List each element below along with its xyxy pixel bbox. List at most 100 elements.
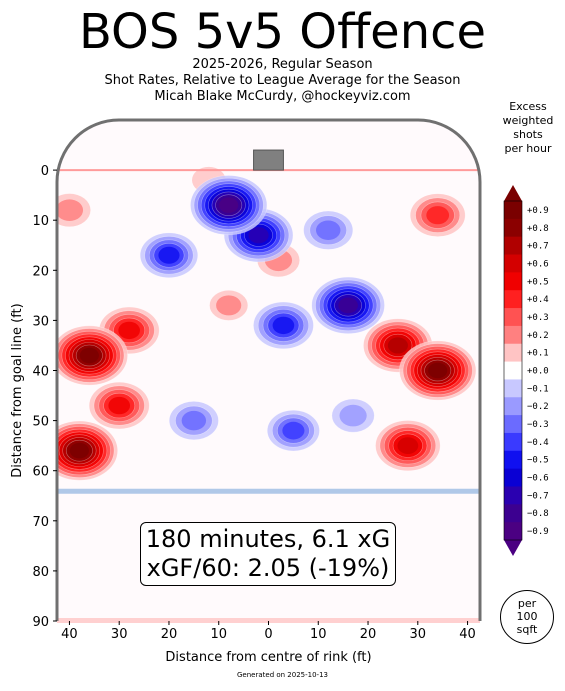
y-tick-label: 40: [32, 365, 49, 380]
scale-note-line: 100: [516, 610, 538, 623]
colorbar-title-line: shots: [513, 128, 543, 141]
colorbar-level-label: +0.1: [527, 349, 549, 359]
annotation-line-minutes: 180 minutes, 6.1 xG: [145, 525, 391, 553]
y-tick-label: 10: [32, 214, 49, 229]
colorbar-swatch: [504, 236, 522, 256]
heat-contour: [108, 396, 131, 415]
colorbar-swatch: [504, 450, 522, 470]
heat-contour: [219, 197, 239, 213]
x-tick-label: 40: [61, 627, 78, 642]
colorbar-level-label: −0.4: [527, 438, 549, 448]
colorbar-level-label: +0.7: [527, 242, 549, 252]
colorbar-level-label: +0.0: [527, 367, 549, 377]
colorbar-swatch: [504, 504, 522, 523]
colorbar-max-extend: [504, 185, 522, 201]
scale-note: per 100 sqft: [500, 590, 554, 644]
heat-contour: [79, 347, 99, 364]
colorbar-swatch: [504, 415, 522, 434]
colorbar-swatch: [504, 272, 522, 291]
x-tick-label: 0: [264, 627, 272, 642]
heat-contour: [397, 437, 419, 455]
heat-contour: [248, 227, 269, 244]
colorbar-title: Excess weighted shots per hour: [495, 100, 561, 156]
y-tick-label: 80: [32, 565, 49, 580]
x-tick-label: 10: [210, 627, 227, 642]
heat-contour: [339, 404, 367, 427]
y-axis-label: Distance from goal line (ft): [10, 303, 25, 477]
y-tick-label: 30: [32, 314, 49, 329]
colorbar-level-label: −0.6: [527, 474, 549, 484]
colorbar-swatch: [504, 343, 522, 363]
colorbar-level-label: −0.9: [527, 527, 549, 537]
x-tick-label: 30: [111, 627, 128, 642]
heat-contour: [216, 295, 242, 316]
heat-contour: [428, 362, 448, 379]
rink-boards: [55, 118, 482, 621]
heat-layer: [57, 166, 477, 481]
generated-footer: Generated on 2025-10-13: [237, 671, 328, 679]
y-tick-label: 90: [32, 615, 49, 630]
colorbar-swatch: [504, 397, 522, 416]
x-tick-label: 10: [310, 627, 327, 642]
colorbar-level-label: +0.2: [527, 331, 549, 341]
y-tick-label: 20: [32, 264, 49, 279]
heat-contour: [338, 297, 358, 314]
heat-contour: [118, 321, 140, 340]
colorbar-level-label: −0.2: [527, 402, 549, 412]
heat-contour: [158, 246, 180, 264]
colorbar-level-label: −0.7: [527, 491, 549, 501]
colorbar-level-label: −0.3: [527, 420, 549, 430]
colorbar-level-label: −0.1: [527, 384, 549, 394]
heat-contour: [282, 421, 305, 440]
blue-line: [57, 488, 480, 494]
colorbar-swatch: [504, 290, 522, 309]
colorbar-swatch: [504, 432, 522, 452]
colorbar-level-label: +0.4: [527, 295, 549, 305]
colorbar-level-label: +0.6: [527, 259, 549, 269]
colorbar-min-extend: [504, 540, 522, 556]
y-tick-label: 70: [32, 515, 49, 530]
heat-contour: [426, 206, 450, 225]
chart-subtitle-1: 2025-2026, Regular Season: [192, 57, 373, 72]
chart-subtitle-2: Shot Rates, Relative to League Average f…: [104, 73, 461, 88]
x-tick-label: 20: [360, 627, 377, 642]
colorbar-swatch: [504, 308, 522, 327]
goal-net: [253, 149, 284, 171]
annotation-line-xgf: xGF/60: 2.05 (-19%): [146, 554, 390, 582]
y-tick-label: 50: [32, 415, 49, 430]
colorbar-level-label: +0.8: [527, 224, 549, 234]
heat-contour: [387, 337, 408, 354]
colorbar-title-line: Excess: [509, 100, 547, 113]
x-axis-label: Distance from centre of rink (ft): [165, 650, 372, 665]
colorbar-swatch: [504, 218, 522, 238]
heat-contour: [69, 442, 89, 459]
x-tick-label: 30: [410, 627, 427, 642]
summary-annotation: 180 minutes, 6.1 xG xGF/60: 2.05 (-19%): [140, 522, 396, 586]
colorbar-swatch: [504, 486, 522, 505]
colorbar-level-label: −0.8: [527, 509, 549, 519]
x-tick-label: 40: [459, 627, 476, 642]
scale-note-line: sqft: [516, 623, 538, 636]
colorbar-swatch: [504, 522, 522, 541]
chart-title: BOS 5v5 Offence: [78, 4, 487, 60]
colorbar-swatch: [504, 468, 522, 487]
colorbar-title-line: per hour: [504, 142, 552, 155]
colorbar-title-line: weighted: [502, 114, 554, 127]
x-tick-label: 20: [161, 627, 178, 642]
centre-line: [57, 618, 480, 623]
colorbar-frame: [503, 200, 523, 541]
colorbar-swatch: [504, 325, 522, 345]
colorbar-swatch: [504, 361, 522, 380]
colorbar-swatch: [504, 201, 522, 220]
chart-subtitle-3: Micah Blake McCurdy, @hockeyviz.com: [154, 89, 411, 104]
heat-contour: [57, 199, 84, 221]
heat-contour: [272, 316, 295, 335]
colorbar-level-label: +0.5: [527, 277, 549, 287]
colorbar-swatch: [504, 254, 522, 273]
y-tick-label: 60: [32, 465, 49, 480]
y-tick-label: 0: [41, 164, 49, 179]
heat-contour: [316, 220, 341, 240]
colorbar-level-label: −0.5: [527, 456, 549, 466]
colorbar-level-label: +0.3: [527, 313, 549, 323]
